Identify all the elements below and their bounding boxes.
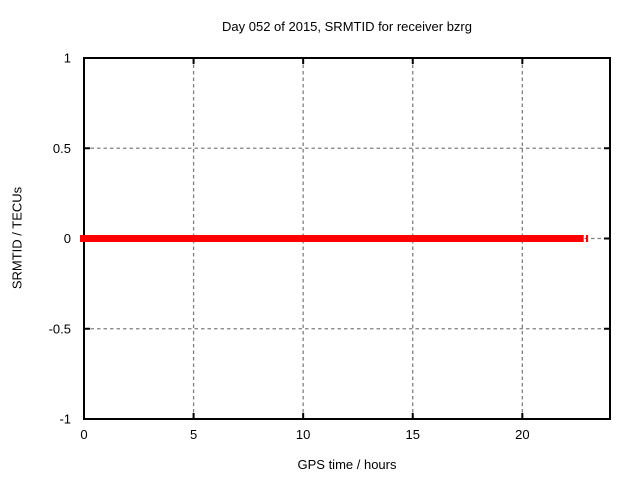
x-tick-label: 0 bbox=[80, 427, 87, 442]
y-tick-label: 0 bbox=[64, 231, 71, 246]
y-tick-label: -0.5 bbox=[49, 321, 71, 336]
x-tick-label: 15 bbox=[406, 427, 420, 442]
chart-title: Day 052 of 2015, SRMTID for receiver bzr… bbox=[222, 19, 472, 34]
y-tick-label: -1 bbox=[59, 412, 71, 427]
x-tick-label: 5 bbox=[190, 427, 197, 442]
x-tick-label: 10 bbox=[296, 427, 310, 442]
x-tick-label: 20 bbox=[515, 427, 529, 442]
y-tick-label: 0.5 bbox=[53, 141, 71, 156]
x-axis-label: GPS time / hours bbox=[297, 457, 397, 472]
y-tick-label: 1 bbox=[64, 51, 71, 66]
